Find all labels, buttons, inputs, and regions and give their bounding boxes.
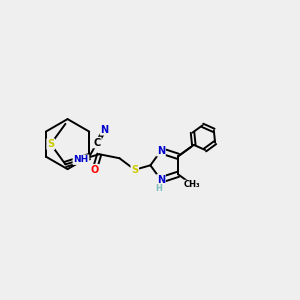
Text: H: H (155, 184, 162, 193)
Text: N: N (157, 175, 165, 185)
Text: NH: NH (73, 155, 88, 164)
Text: N: N (100, 125, 109, 135)
Text: CH₃: CH₃ (184, 180, 201, 189)
Text: C: C (94, 138, 101, 148)
Text: S: S (47, 139, 54, 149)
Text: O: O (91, 165, 99, 175)
Text: N: N (157, 146, 165, 156)
Text: S: S (131, 165, 138, 175)
